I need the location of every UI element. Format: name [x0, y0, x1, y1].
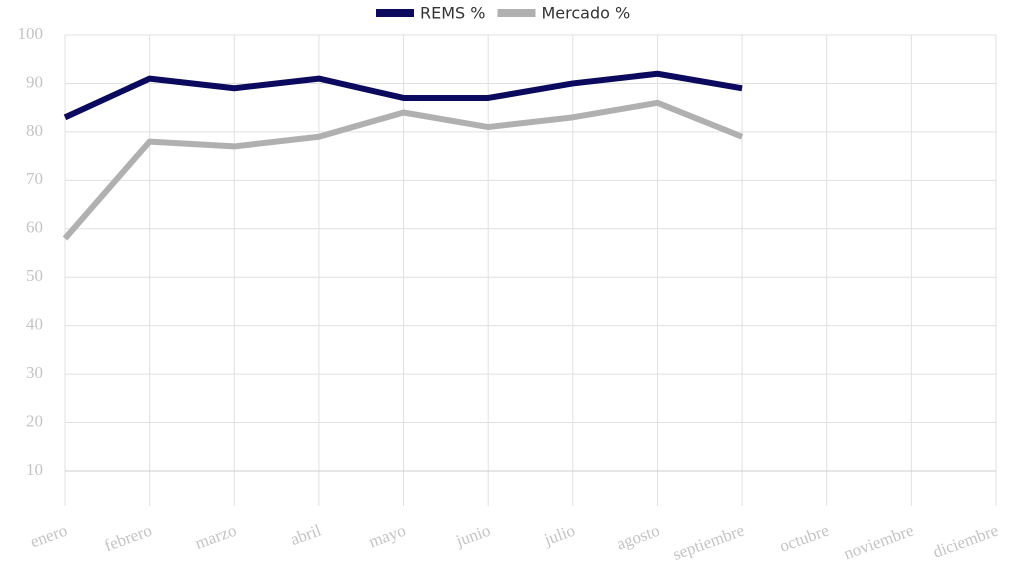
x-tick-label: marzo: [193, 521, 239, 553]
y-tick-label: 80: [26, 121, 43, 140]
x-tick-label: diciembre: [930, 521, 1000, 562]
x-tick-label: junio: [453, 521, 493, 551]
x-tick-label: enero: [28, 521, 70, 552]
y-tick-label: 90: [26, 72, 43, 91]
y-tick-label: 60: [26, 218, 43, 237]
x-tick-label: agosto: [614, 521, 662, 554]
series-line: [63, 70, 743, 121]
x-tick-label: octubre: [777, 521, 831, 556]
legend-swatch: [497, 9, 536, 17]
y-tick-label: 70: [26, 169, 43, 188]
x-tick-label: septiembre: [670, 521, 747, 564]
x-tick-label: julio: [541, 521, 578, 550]
y-tick-label: 40: [26, 315, 43, 334]
y-tick-label: 100: [18, 24, 44, 43]
legend-swatch: [376, 9, 414, 17]
y-tick-label: 20: [26, 411, 43, 430]
legend-label: Mercado %: [541, 4, 630, 23]
x-tick-label: febrero: [102, 521, 155, 556]
x-tick-label: noviembre: [841, 521, 916, 564]
x-tick-label: mayo: [366, 521, 408, 552]
series-line: [62, 99, 744, 241]
y-tick-label: 50: [26, 266, 43, 285]
legend-label: REMS %: [420, 4, 485, 23]
x-tick-label: abril: [288, 520, 324, 549]
y-tick-label: 30: [26, 363, 43, 382]
y-tick-label: 10: [26, 460, 43, 479]
